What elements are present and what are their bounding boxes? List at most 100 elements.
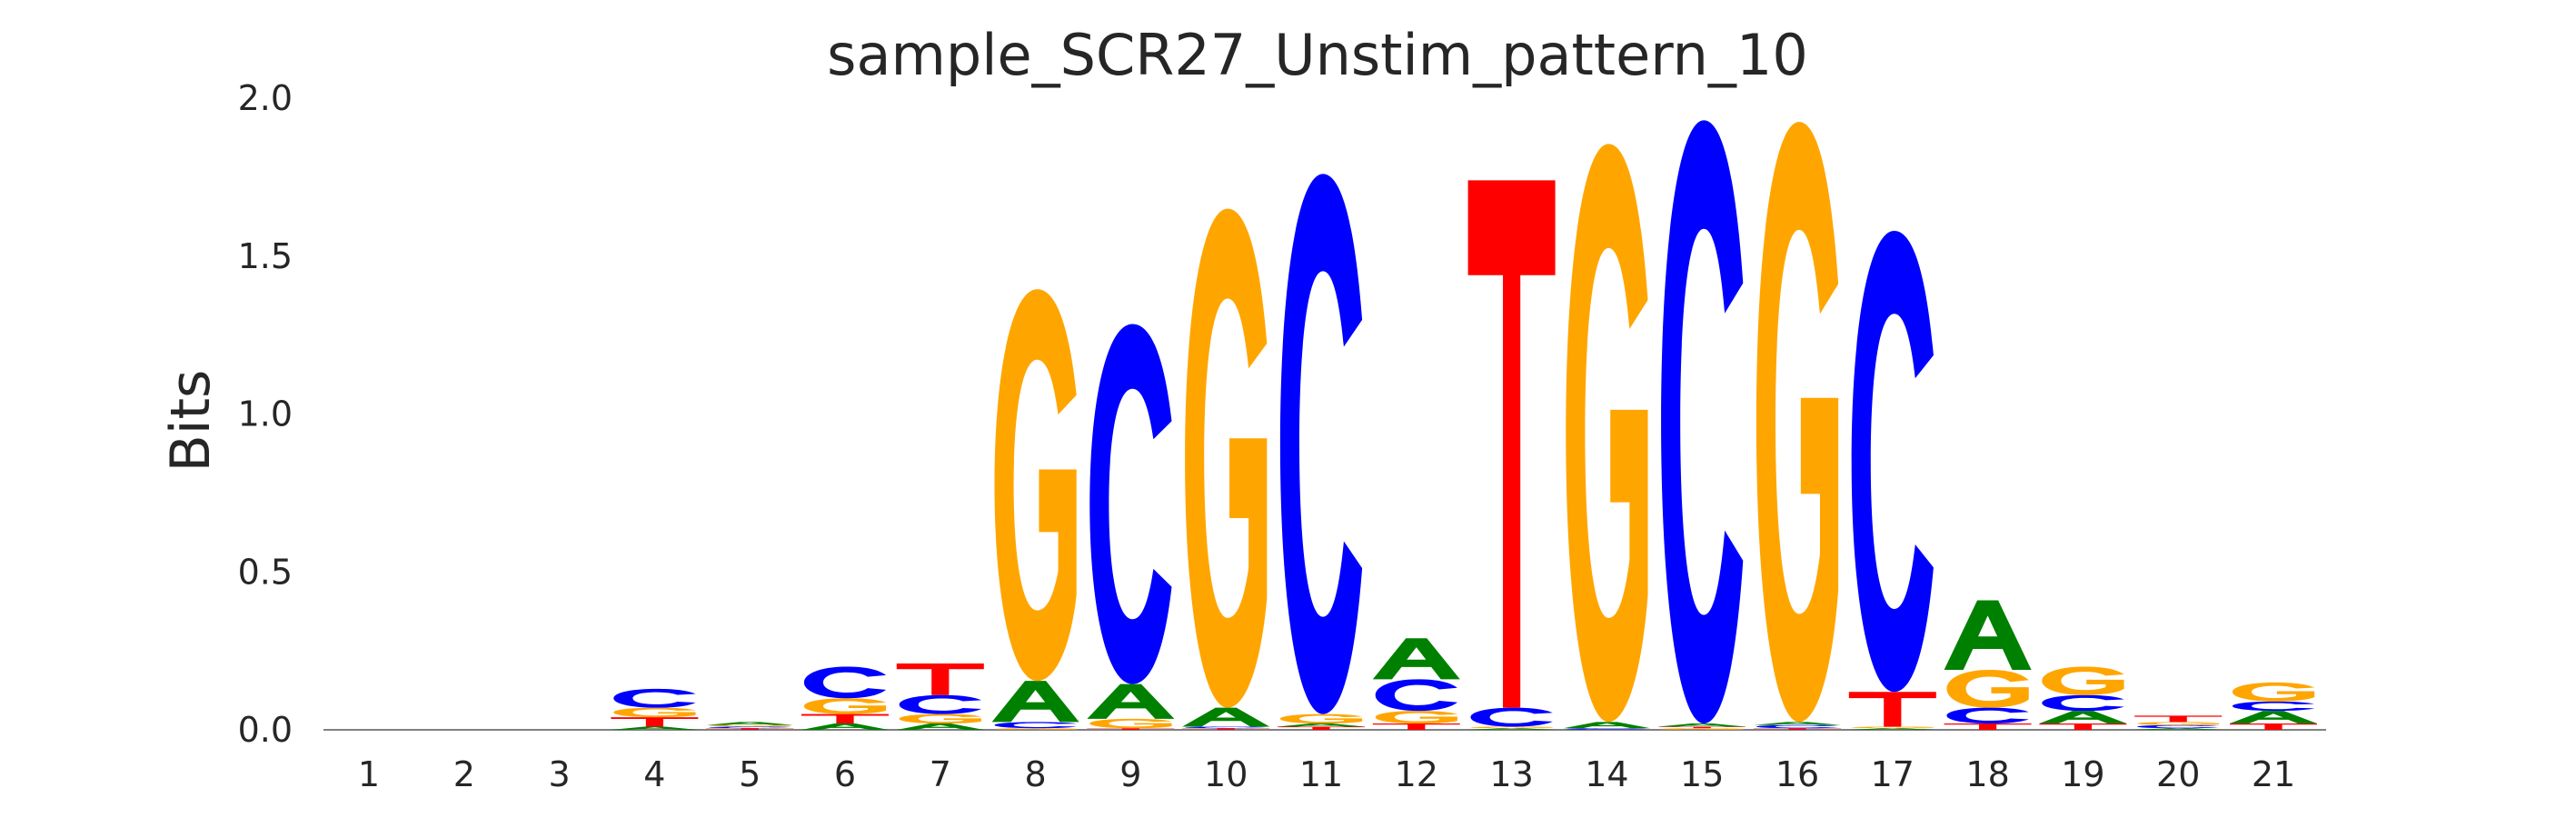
logo-letter-g-pos-8 <box>994 728 1077 730</box>
logo-letter-c-pos-14 <box>1566 728 1648 730</box>
logo-letter-a-pos-14 <box>1563 722 1651 729</box>
logo-letter-t-pos-7 <box>896 663 984 695</box>
logo-letter-c-pos-11 <box>1279 174 1363 714</box>
x-tick-label: 10 <box>1204 754 1248 794</box>
logo-letter-g-pos-21 <box>2232 682 2315 702</box>
y-axis-ticks: 0.0 0.5 1.0 1.5 2.0 <box>238 78 293 750</box>
logo-letter-a-pos-9 <box>1087 683 1175 719</box>
logo-letter-a-pos-15 <box>1658 723 1746 727</box>
logo-letter-c-pos-4 <box>613 688 696 708</box>
logo-letter-g-pos-16 <box>1755 122 1839 723</box>
y-tick-label: 0.0 <box>238 710 293 750</box>
x-tick-label: 14 <box>1585 754 1628 794</box>
logo-letter-g-pos-8 <box>994 289 1077 682</box>
logo-letter-c-pos-19 <box>2042 694 2124 712</box>
logo-letter-g-pos-10 <box>1185 208 1268 708</box>
y-tick-label: 0.5 <box>238 552 293 592</box>
logo-letter-a-pos-12 <box>1372 638 1460 680</box>
logo-letter-c-pos-18 <box>1946 707 2029 724</box>
y-tick-label: 1.0 <box>238 394 293 434</box>
logo-letter-t-pos-6 <box>801 713 889 724</box>
logo-letter-t-pos-16 <box>1754 728 1841 730</box>
x-tick-label: 8 <box>1025 754 1047 794</box>
logo-letter-t-pos-4 <box>611 717 699 727</box>
logo-letter-t-pos-19 <box>2039 723 2127 730</box>
logo-letter-t-pos-9 <box>1087 728 1175 730</box>
logo-letter-t-pos-15 <box>1658 726 1746 729</box>
logo-letter-g-pos-18 <box>1946 669 2029 708</box>
logo-letter-a-pos-8 <box>991 681 1079 723</box>
logo-letter-g-pos-6 <box>803 698 887 714</box>
logo-letter-g-pos-17 <box>1851 726 1934 729</box>
logo-letter-a-pos-10 <box>1182 707 1270 727</box>
x-tick-label: 3 <box>549 754 571 794</box>
logo-letter-c-pos-8 <box>994 722 1077 729</box>
logo-letter-a-pos-16 <box>1754 722 1841 725</box>
logo-letter-c-pos-12 <box>1375 679 1457 712</box>
logo-letter-t-pos-13 <box>1467 180 1556 708</box>
y-tick-label: 2.0 <box>238 78 293 118</box>
logo-letter-a-pos-11 <box>1278 723 1365 727</box>
logo-letter-c-pos-15 <box>1661 120 1744 724</box>
y-tick-label: 1.5 <box>238 236 293 276</box>
x-tick-label: 1 <box>358 754 380 794</box>
logo-letter-t-pos-5 <box>706 728 794 730</box>
logo-letter-c-pos-9 <box>1089 324 1172 684</box>
logo-letter-a-pos-13 <box>1467 728 1556 730</box>
logo-letter-t-pos-17 <box>1848 692 1936 727</box>
logo-letter-c-pos-17 <box>1851 230 1934 693</box>
logo-letter-t-pos-11 <box>1278 726 1365 730</box>
logo-letter-c-pos-13 <box>1470 707 1553 727</box>
x-tick-label: 16 <box>1775 754 1819 794</box>
logo-letter-a-pos-20 <box>2134 728 2223 730</box>
logo-letter-g-pos-20 <box>2137 722 2220 725</box>
x-tick-label: 13 <box>1489 754 1533 794</box>
logo-letter-c-pos-5 <box>709 726 791 729</box>
y-axis-label: Bits <box>159 370 223 473</box>
logo-letter-g-pos-19 <box>2042 666 2124 695</box>
x-tick-label: 15 <box>1680 754 1724 794</box>
x-tick-label: 11 <box>1299 754 1343 794</box>
x-tick-label: 4 <box>643 754 665 794</box>
logo-letter-a-pos-6 <box>801 723 889 730</box>
logo-letter-c-pos-21 <box>2232 701 2315 712</box>
logo-letter-a-pos-17 <box>1848 728 1936 730</box>
x-tick-label: 19 <box>2061 754 2104 794</box>
logo-letter-g-pos-5 <box>709 724 791 727</box>
x-tick-label: 7 <box>930 754 951 794</box>
logo-letter-t-pos-12 <box>1372 723 1460 730</box>
logo-letter-t-pos-18 <box>1944 723 2032 730</box>
x-tick-label: 2 <box>453 754 475 794</box>
logo-letter-t-pos-21 <box>2230 723 2317 730</box>
logo-letter-t-pos-20 <box>2134 715 2223 723</box>
x-tick-label: 21 <box>2252 754 2295 794</box>
chart-title: sample_SCR27_Unstim_pattern_10 <box>827 22 1808 88</box>
logo-letter-g-pos-13 <box>1470 726 1553 729</box>
logo-letter-a-pos-21 <box>2230 711 2317 724</box>
logo-letter-t-pos-10 <box>1182 728 1270 730</box>
x-tick-label: 17 <box>1871 754 1915 794</box>
logo-letter-g-pos-14 <box>1566 144 1648 723</box>
x-tick-label: 9 <box>1119 754 1141 794</box>
logo-letter-g-pos-7 <box>899 713 981 724</box>
logo-letter-c-pos-20 <box>2137 724 2220 729</box>
x-tick-label: 12 <box>1395 754 1438 794</box>
logo-letter-c-pos-7 <box>899 694 981 714</box>
logo-letter-a-pos-18 <box>1944 600 2032 670</box>
x-tick-label: 6 <box>834 754 856 794</box>
logo-letter-g-pos-12 <box>1375 711 1457 724</box>
x-tick-label: 5 <box>739 754 761 794</box>
logo-letter-c-pos-16 <box>1755 724 1839 729</box>
logo-letter-a-pos-7 <box>896 723 984 730</box>
logo-letter-g-pos-4 <box>613 707 696 718</box>
logo-letter-c-pos-10 <box>1185 726 1268 729</box>
logo-letter-c-pos-6 <box>803 666 887 699</box>
logo-letter-a-pos-5 <box>706 722 794 725</box>
logo-letter-g-pos-11 <box>1279 713 1363 724</box>
x-tick-label: 20 <box>2156 754 2200 794</box>
logo-letter-a-pos-4 <box>611 726 699 730</box>
logo-letter-g-pos-15 <box>1661 728 1744 730</box>
x-axis-ticks: 1 2 3 4 5 6 7 8 9 10 11 12 13 14 15 16 17 18 19 20 21 <box>358 754 2295 794</box>
logo-letters <box>611 120 2317 730</box>
